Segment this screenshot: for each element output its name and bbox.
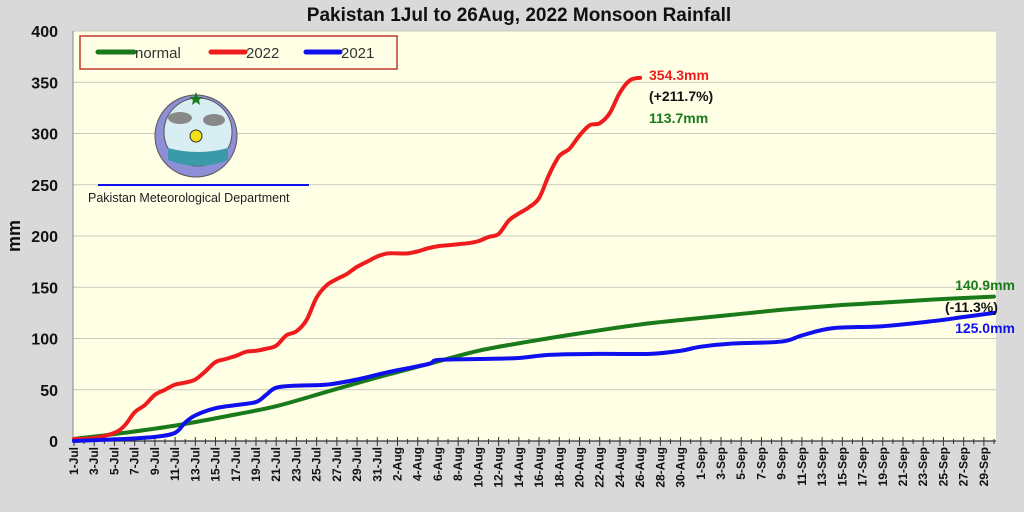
chart-title: Pakistan 1Jul to 26Aug, 2022 Monsoon Rai… [307, 5, 731, 26]
x-tick-label: 14-Aug [512, 447, 526, 488]
annotation-2021-total: 125.0mm [955, 320, 1015, 336]
y-tick-label: 300 [31, 127, 58, 144]
x-tick-label: 10-Aug [471, 447, 485, 488]
annotation-2022-percent: (+211.7%) [649, 88, 713, 104]
legend-label-2022: 2022 [246, 45, 279, 62]
x-tick-label: 15-Jul [209, 447, 223, 482]
annotation-2022-total: 354.3mm [649, 67, 709, 83]
y-axis-label: mm [4, 220, 24, 252]
x-tick-label: 3-Jul [87, 447, 101, 475]
x-tick-label: 19-Sep [876, 447, 890, 486]
x-tick-label: 19-Jul [249, 447, 263, 482]
x-tick-label: 30-Aug [674, 447, 688, 488]
x-tick-label: 16-Aug [532, 447, 546, 488]
x-tick-label: 5-Jul [107, 447, 121, 475]
pmd-logo: Pakistan Meteorological Department [88, 92, 309, 205]
x-tick-label: 12-Aug [492, 447, 506, 488]
x-tick-label: 20-Aug [572, 447, 586, 488]
x-tick-label: 7-Sep [754, 447, 768, 480]
annotation-season-normal: 140.9mm [955, 277, 1015, 293]
x-tick-label: 31-Jul [370, 447, 384, 482]
x-tick-label: 23-Jul [289, 447, 303, 482]
x-tick-label: 5-Sep [734, 447, 748, 480]
y-tick-label: 400 [31, 24, 58, 41]
y-tick-label: 350 [31, 75, 58, 92]
x-tick-label: 1-Sep [694, 447, 708, 480]
x-tick-label: 24-Aug [613, 447, 627, 488]
y-tick-label: 0 [49, 434, 58, 451]
x-tick-label: 27-Jul [330, 447, 344, 482]
x-tick-label: 1-Jul [67, 447, 81, 475]
x-tick-label: 21-Sep [896, 447, 910, 486]
x-tick-label: 13-Sep [815, 447, 829, 486]
x-tick-label: 11-Sep [795, 447, 809, 486]
y-tick-label: 250 [31, 178, 58, 195]
y-tick-label: 50 [40, 383, 58, 400]
x-tick-label: 28-Aug [653, 447, 667, 488]
legend-label-2021: 2021 [341, 45, 374, 62]
series-line-normal [72, 294, 996, 441]
legend-label-normal: normal [135, 45, 181, 62]
x-tick-label: 25-Jul [310, 447, 324, 482]
y-tick-label: 100 [31, 332, 58, 349]
x-tick-label: 4-Aug [411, 447, 425, 481]
series-line-2022 [72, 75, 643, 441]
y-tick-label: 200 [31, 229, 58, 246]
legend: normal 2022 2021 [79, 35, 398, 70]
x-tick-label: 2-Aug [391, 447, 405, 481]
x-tick-label: 11-Jul [168, 447, 182, 481]
x-tick-label: 26-Aug [633, 447, 647, 488]
x-tick-label: 27-Sep [957, 447, 971, 486]
logo-caption: Pakistan Meteorological Department [88, 191, 290, 205]
x-tick-label: 21-Jul [269, 447, 283, 482]
x-tick-label: 29-Sep [977, 447, 991, 486]
x-tick-label: 22-Aug [593, 447, 607, 488]
x-tick-label: 23-Sep [916, 447, 930, 486]
x-tick-label: 15-Sep [835, 447, 849, 486]
x-tick-label: 6-Aug [431, 447, 445, 481]
annotation-2022-normal: 113.7mm [649, 110, 708, 126]
x-tick-label: 3-Sep [714, 447, 728, 480]
x-tick-label: 9-Sep [775, 447, 789, 480]
x-tick-label: 9-Jul [148, 447, 162, 475]
x-tick-label: 13-Jul [188, 447, 202, 482]
x-tick-label: 18-Aug [552, 447, 566, 488]
x-tick-label: 7-Jul [128, 447, 142, 475]
x-tick-label: 29-Jul [350, 447, 364, 482]
x-tick-label: 25-Sep [936, 447, 950, 486]
series-line-2021 [72, 310, 996, 443]
x-tick-label: 8-Aug [451, 447, 465, 481]
x-tick-label: 17-Sep [856, 447, 870, 486]
y-tick-label: 150 [31, 280, 58, 297]
x-tick-label: 17-Jul [229, 447, 243, 482]
annotation-2021-percent: (-11.3%) [945, 299, 998, 315]
